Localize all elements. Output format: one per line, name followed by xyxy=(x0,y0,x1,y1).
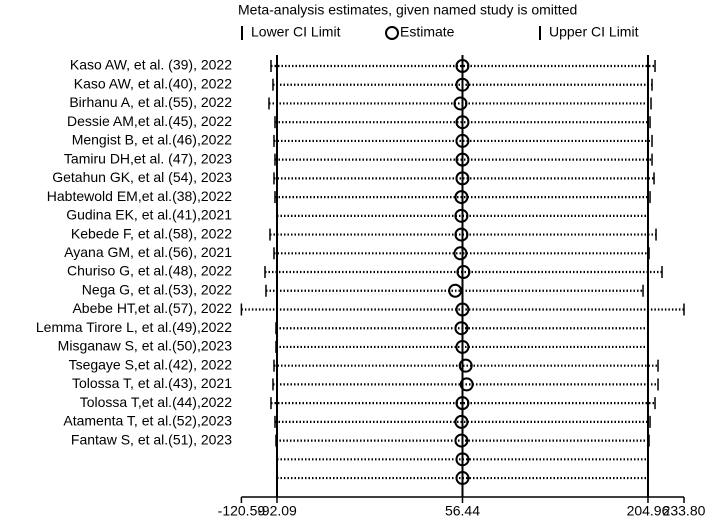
chart-title: Meta-analysis estimates, given named stu… xyxy=(238,2,577,18)
study-label: Ayana GM, et al.(56), 2021 xyxy=(64,244,232,260)
study-label: Kebede F, et al.(58), 2022 xyxy=(71,225,232,241)
estimate xyxy=(455,115,470,130)
study-label: Misganaw S, et al.(50),2023 xyxy=(58,338,233,354)
estimate xyxy=(455,471,470,486)
estimate xyxy=(454,433,469,448)
estimate xyxy=(455,59,470,73)
estimate xyxy=(455,171,470,186)
estimate xyxy=(455,396,470,411)
study-label: Gudina EK, et al.(41),2021 xyxy=(66,207,232,223)
estimate xyxy=(454,321,469,336)
legend-marker xyxy=(385,26,399,40)
study-label: Birhanu A, et al.(55), 2022 xyxy=(69,94,232,110)
estimate xyxy=(458,358,473,373)
estimate xyxy=(454,190,469,205)
estimate xyxy=(455,452,470,467)
x-tick-label: -120.59 xyxy=(218,503,266,519)
legend-label: Estimate xyxy=(400,24,455,40)
estimate xyxy=(454,227,469,242)
estimate xyxy=(455,302,470,317)
study-label: Atamenta T, et al.(52),2023 xyxy=(63,413,232,429)
estimate xyxy=(455,152,470,167)
study-label: Dessie AM,et al.(45), 2022 xyxy=(67,113,232,129)
estimate xyxy=(456,265,471,280)
study-label: Kaso AW, et al. (39), 2022 xyxy=(70,57,232,73)
x-tick-label: 233.80 xyxy=(663,503,706,519)
estimate xyxy=(454,208,469,223)
study-label: Tolossa T, et al.(43), 2021 xyxy=(72,375,232,391)
study-label: Fantaw S, et al.(51), 2023 xyxy=(71,431,232,447)
estimate xyxy=(453,246,468,261)
study-label: Getahun GK, et al (54), 2023 xyxy=(52,169,232,185)
study-label: Nega G, et al.(53), 2022 xyxy=(82,281,232,297)
estimate xyxy=(453,96,468,111)
study-label: Abebe HT,et al.(57), 2022 xyxy=(72,300,232,316)
legend-label: Lower CI Limit xyxy=(251,24,341,40)
study-label: Habtewold EM,et al.(38),2022 xyxy=(47,188,232,204)
estimate xyxy=(459,377,474,392)
x-tick-label: -92.09 xyxy=(257,503,297,519)
estimate xyxy=(455,339,470,354)
estimate xyxy=(455,133,470,148)
study-label: Tolossa T,et al.(44),2022 xyxy=(80,394,232,410)
study-label: Lemma Tirore L, et al.(49),2022 xyxy=(36,319,232,335)
estimate xyxy=(454,414,469,429)
study-label: Churiso G, et al.(48), 2022 xyxy=(67,263,232,279)
x-tick-label: 56.44 xyxy=(445,503,480,519)
study-label: Mengist B, et al.(46),2022 xyxy=(72,132,233,148)
study-label: Tamiru DH,et al. (47), 2023 xyxy=(64,150,232,166)
legend-label: Upper CI Limit xyxy=(549,24,639,40)
estimate xyxy=(448,283,463,298)
estimate xyxy=(455,77,470,92)
study-label: Kaso AW, et al.(40), 2022 xyxy=(74,75,232,91)
study-label: Tsegaye S,et al.(42), 2022 xyxy=(69,356,233,372)
x-tick-label: 204.96 xyxy=(627,503,670,519)
